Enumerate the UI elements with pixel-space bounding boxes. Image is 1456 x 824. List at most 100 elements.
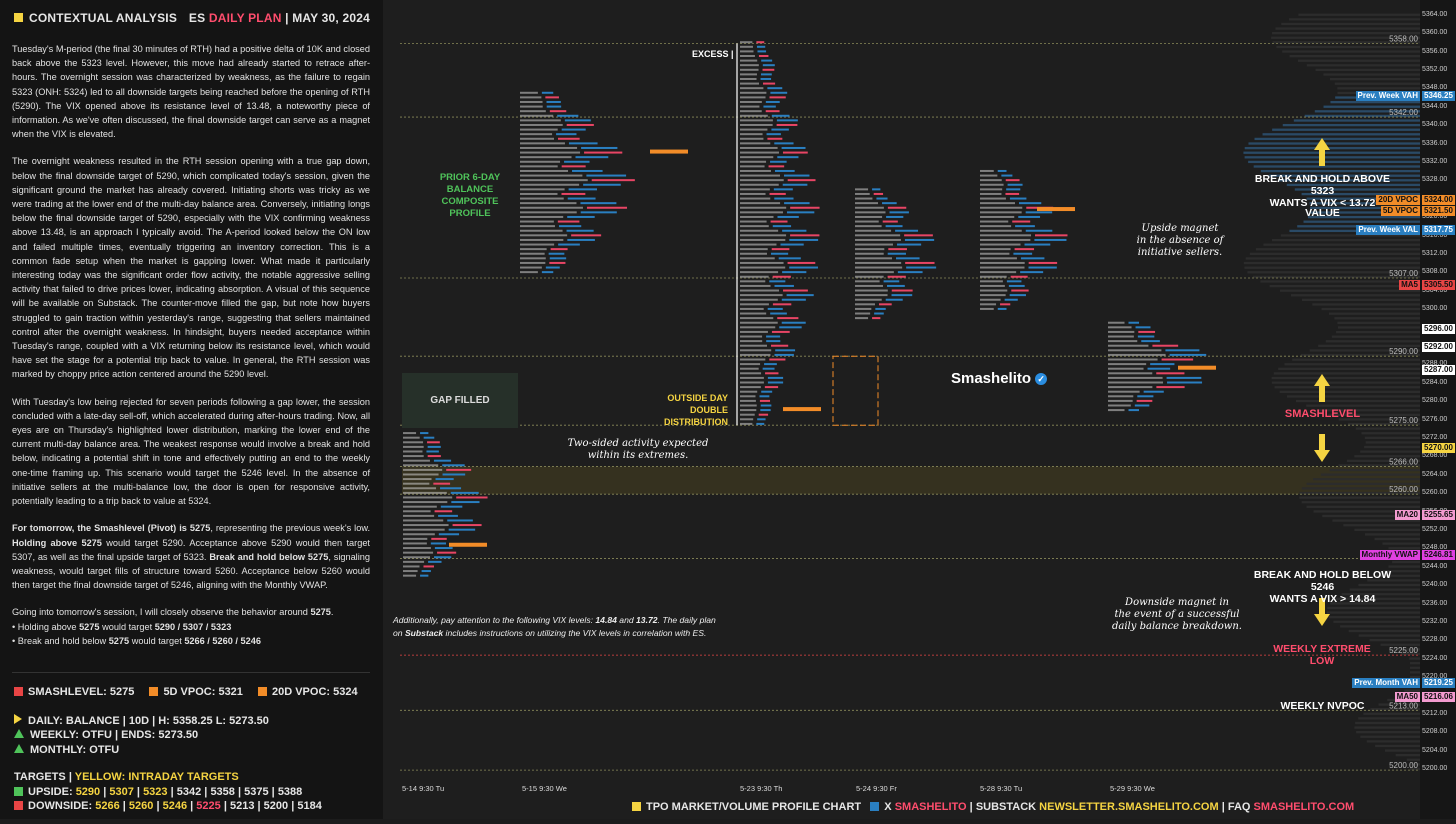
volume-bar xyxy=(787,179,816,182)
volume-profile-bar xyxy=(1290,294,1420,297)
tpo-row xyxy=(520,179,588,182)
tpo-row xyxy=(1108,363,1147,366)
y-tick-label: 5348.00 xyxy=(1422,84,1448,92)
y-tick-label: 5204.00 xyxy=(1422,746,1448,754)
tpo-row xyxy=(1108,358,1158,361)
tpo-row xyxy=(740,179,784,182)
tpo-row xyxy=(520,234,568,237)
volume-bar xyxy=(1025,211,1053,214)
volume-bar xyxy=(769,192,786,195)
upside-magnet-note: Upside magnet in the absence of initiati… xyxy=(1136,223,1224,258)
volume-bar xyxy=(420,574,429,577)
volume-profile-bar xyxy=(1410,767,1420,771)
volume-profile-bar xyxy=(1275,27,1420,30)
volume-profile-bar xyxy=(1271,36,1420,39)
upside-target: 5375 xyxy=(244,786,269,798)
volume-profile-bar xyxy=(1278,179,1420,182)
volume-bar xyxy=(784,202,810,205)
tpo-row xyxy=(980,169,994,172)
footer-faq-link[interactable]: SMASHELITO.COM xyxy=(1253,801,1355,813)
tpo-row xyxy=(520,146,578,149)
tpo-row xyxy=(740,340,763,343)
break-above-label: BREAK AND HOLD ABOVE 5323 WANTS A VIX < … xyxy=(1254,173,1391,209)
tpo-row xyxy=(855,197,873,200)
level-label: 5266.00 xyxy=(1389,458,1418,467)
paragraph-3: With Tuesday's low being rejected for se… xyxy=(12,396,370,507)
volume-profile-bar xyxy=(1410,662,1420,665)
volume-profile-bar xyxy=(1286,395,1420,398)
volume-bar xyxy=(442,473,466,476)
volume-bar xyxy=(770,252,789,255)
volume-bar xyxy=(572,169,603,172)
volume-profile-bar xyxy=(1329,312,1420,315)
volume-bar xyxy=(790,206,820,209)
volume-bar xyxy=(789,266,818,269)
tpo-row xyxy=(740,146,778,149)
price-tag: 5296.00 xyxy=(1422,323,1455,334)
volume-profile-bar xyxy=(1306,404,1420,407)
volume-bar xyxy=(760,404,772,407)
volume-bar xyxy=(762,68,775,71)
volume-bar xyxy=(438,514,458,517)
volume-bar xyxy=(557,220,580,223)
volume-bar xyxy=(580,202,617,205)
tpo-row xyxy=(520,123,563,126)
tpo-row xyxy=(740,110,762,113)
volume-profile-bar xyxy=(1410,666,1420,669)
tpo-row xyxy=(740,64,759,67)
volume-bar xyxy=(571,234,602,237)
volume-profile-bar xyxy=(1301,487,1420,490)
tpo-row xyxy=(980,225,1012,228)
footer-substack-link[interactable]: NEWSLETTER.SMASHELITO.COM xyxy=(1039,801,1219,813)
tpo-chart[interactable]: 5358.00 5342.00 5307.00 5290.00 5275.00 5266.… xyxy=(383,0,1420,819)
tpo-row xyxy=(520,151,581,154)
volume-bar xyxy=(790,234,820,237)
volume-bar xyxy=(1034,238,1067,241)
volume-profile-bar xyxy=(1341,593,1420,596)
up-arrow-icon xyxy=(1314,138,1330,166)
volume-profile-bar xyxy=(1243,151,1420,154)
volume-profile-bar xyxy=(1338,464,1420,467)
header-square-icon xyxy=(14,13,23,22)
volume-bar xyxy=(448,528,476,531)
footer-x-link[interactable]: SMASHELITO xyxy=(894,801,967,813)
volume-bar xyxy=(774,142,794,145)
volume-bar xyxy=(767,381,784,384)
tpo-row xyxy=(403,464,439,467)
tpo-row xyxy=(1108,353,1166,356)
volume-bar xyxy=(763,82,776,85)
tpo-row xyxy=(740,243,777,246)
x-tick-label: 5-14 9:30 Tu xyxy=(402,784,445,793)
volume-profile-bar xyxy=(1298,13,1420,16)
tpo-row xyxy=(740,261,784,264)
volume-bar xyxy=(433,482,451,485)
volume-bar xyxy=(564,160,590,163)
b1d: 5290 / 5307 / 5323 xyxy=(154,621,232,632)
volume-bar xyxy=(1028,266,1057,269)
closing-block: Going into tomorrow's session, I will cl… xyxy=(12,605,370,648)
tpo-row xyxy=(980,298,1001,301)
volume-bar xyxy=(1018,202,1042,205)
volume-bar xyxy=(767,87,783,90)
x-tick-label: 5-24 9:30 Fr xyxy=(856,784,897,793)
tpo-row xyxy=(980,289,1008,292)
targets-sep: | xyxy=(68,771,72,783)
volume-bar xyxy=(872,188,881,191)
volume-bar xyxy=(771,128,789,131)
tpo-row xyxy=(520,91,538,94)
tpo-row xyxy=(855,229,892,232)
volume-bar xyxy=(773,188,793,191)
y-tick-label: 5340.00 xyxy=(1422,121,1448,129)
volume-bar xyxy=(763,105,776,108)
volume-bar xyxy=(770,312,787,315)
up-arrow-icon-shaft xyxy=(1319,150,1325,166)
tpo-row xyxy=(855,289,888,292)
analysis-panel: CONTEXTUAL ANALYSIS ES DAILY PLAN | MAY … xyxy=(0,0,383,819)
chart-canvas: 5358.00 5342.00 5307.00 5290.00 5275.00 5266.… xyxy=(400,13,1420,771)
tpo-row xyxy=(980,202,1015,205)
tpo-row xyxy=(740,422,753,425)
tpo-row xyxy=(403,491,447,494)
tpo-row xyxy=(740,188,770,191)
volume-profile-bar xyxy=(1388,565,1420,568)
y-tick-label: 5272.00 xyxy=(1422,433,1448,441)
